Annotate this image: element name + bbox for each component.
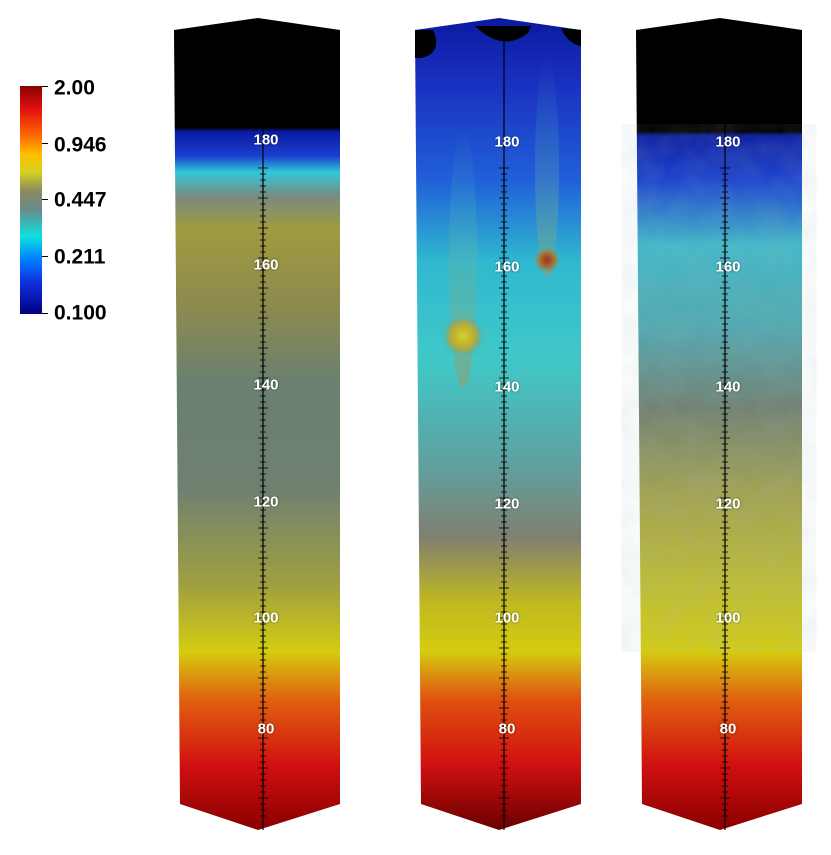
plume-1-head (441, 314, 485, 358)
legend-tick (42, 143, 48, 144)
axis-tick-label: 100 (253, 609, 279, 627)
axis-tick-label: 160 (494, 258, 520, 276)
plume-2-stem (535, 58, 559, 278)
axis-tick-label: 180 (253, 131, 279, 149)
axis-tick-label: 160 (253, 256, 279, 274)
legend-label: 0.447 (54, 188, 107, 212)
column-2-top-cap (475, 26, 531, 42)
axis-tick-label: 140 (494, 378, 520, 396)
column-2-top-cap (561, 28, 581, 46)
column-2-render (415, 18, 581, 830)
axis-tick-label: 120 (715, 495, 741, 513)
legend-label-min: 0.100 (54, 301, 107, 325)
legend-tick (42, 313, 48, 314)
axis-tick-label: 140 (253, 376, 279, 394)
axis-tick-label: 140 (715, 378, 741, 396)
column-2-top-cap (415, 30, 437, 58)
axis-tick-label: 120 (494, 495, 520, 513)
legend-label: 0.211 (54, 245, 106, 269)
axis-tick-label: 100 (494, 609, 520, 627)
axis-tick-label: 80 (498, 720, 516, 738)
axis-tick-label: 180 (715, 133, 741, 151)
column-3: 180 160 140 120 100 80 (634, 18, 804, 838)
color-legend: 2.00 0.946 0.447 0.211 0.100 (20, 78, 110, 324)
column-3-render (636, 18, 802, 830)
legend-label: 0.946 (54, 133, 107, 157)
axis-tick-label: 100 (715, 609, 741, 627)
legend-label-max: 2.00 (54, 76, 95, 100)
legend-tick (42, 86, 48, 87)
column-1-render (174, 18, 340, 830)
column-2: 180 160 140 120 100 80 (413, 18, 583, 838)
axis-tick-label: 80 (257, 720, 275, 738)
column-1-body (174, 18, 340, 830)
axis-tick-label: 180 (494, 133, 520, 151)
column-1: 180 160 140 120 100 80 (172, 18, 342, 838)
column-3-turbulence (638, 168, 800, 608)
legend-tick (42, 256, 48, 257)
axis-tick-label: 160 (715, 258, 741, 276)
color-scale-bar (20, 86, 42, 314)
axis-tick-label: 120 (253, 493, 279, 511)
legend-tick (42, 199, 48, 200)
plume-2-head (533, 246, 561, 274)
axis-tick-label: 80 (719, 720, 737, 738)
